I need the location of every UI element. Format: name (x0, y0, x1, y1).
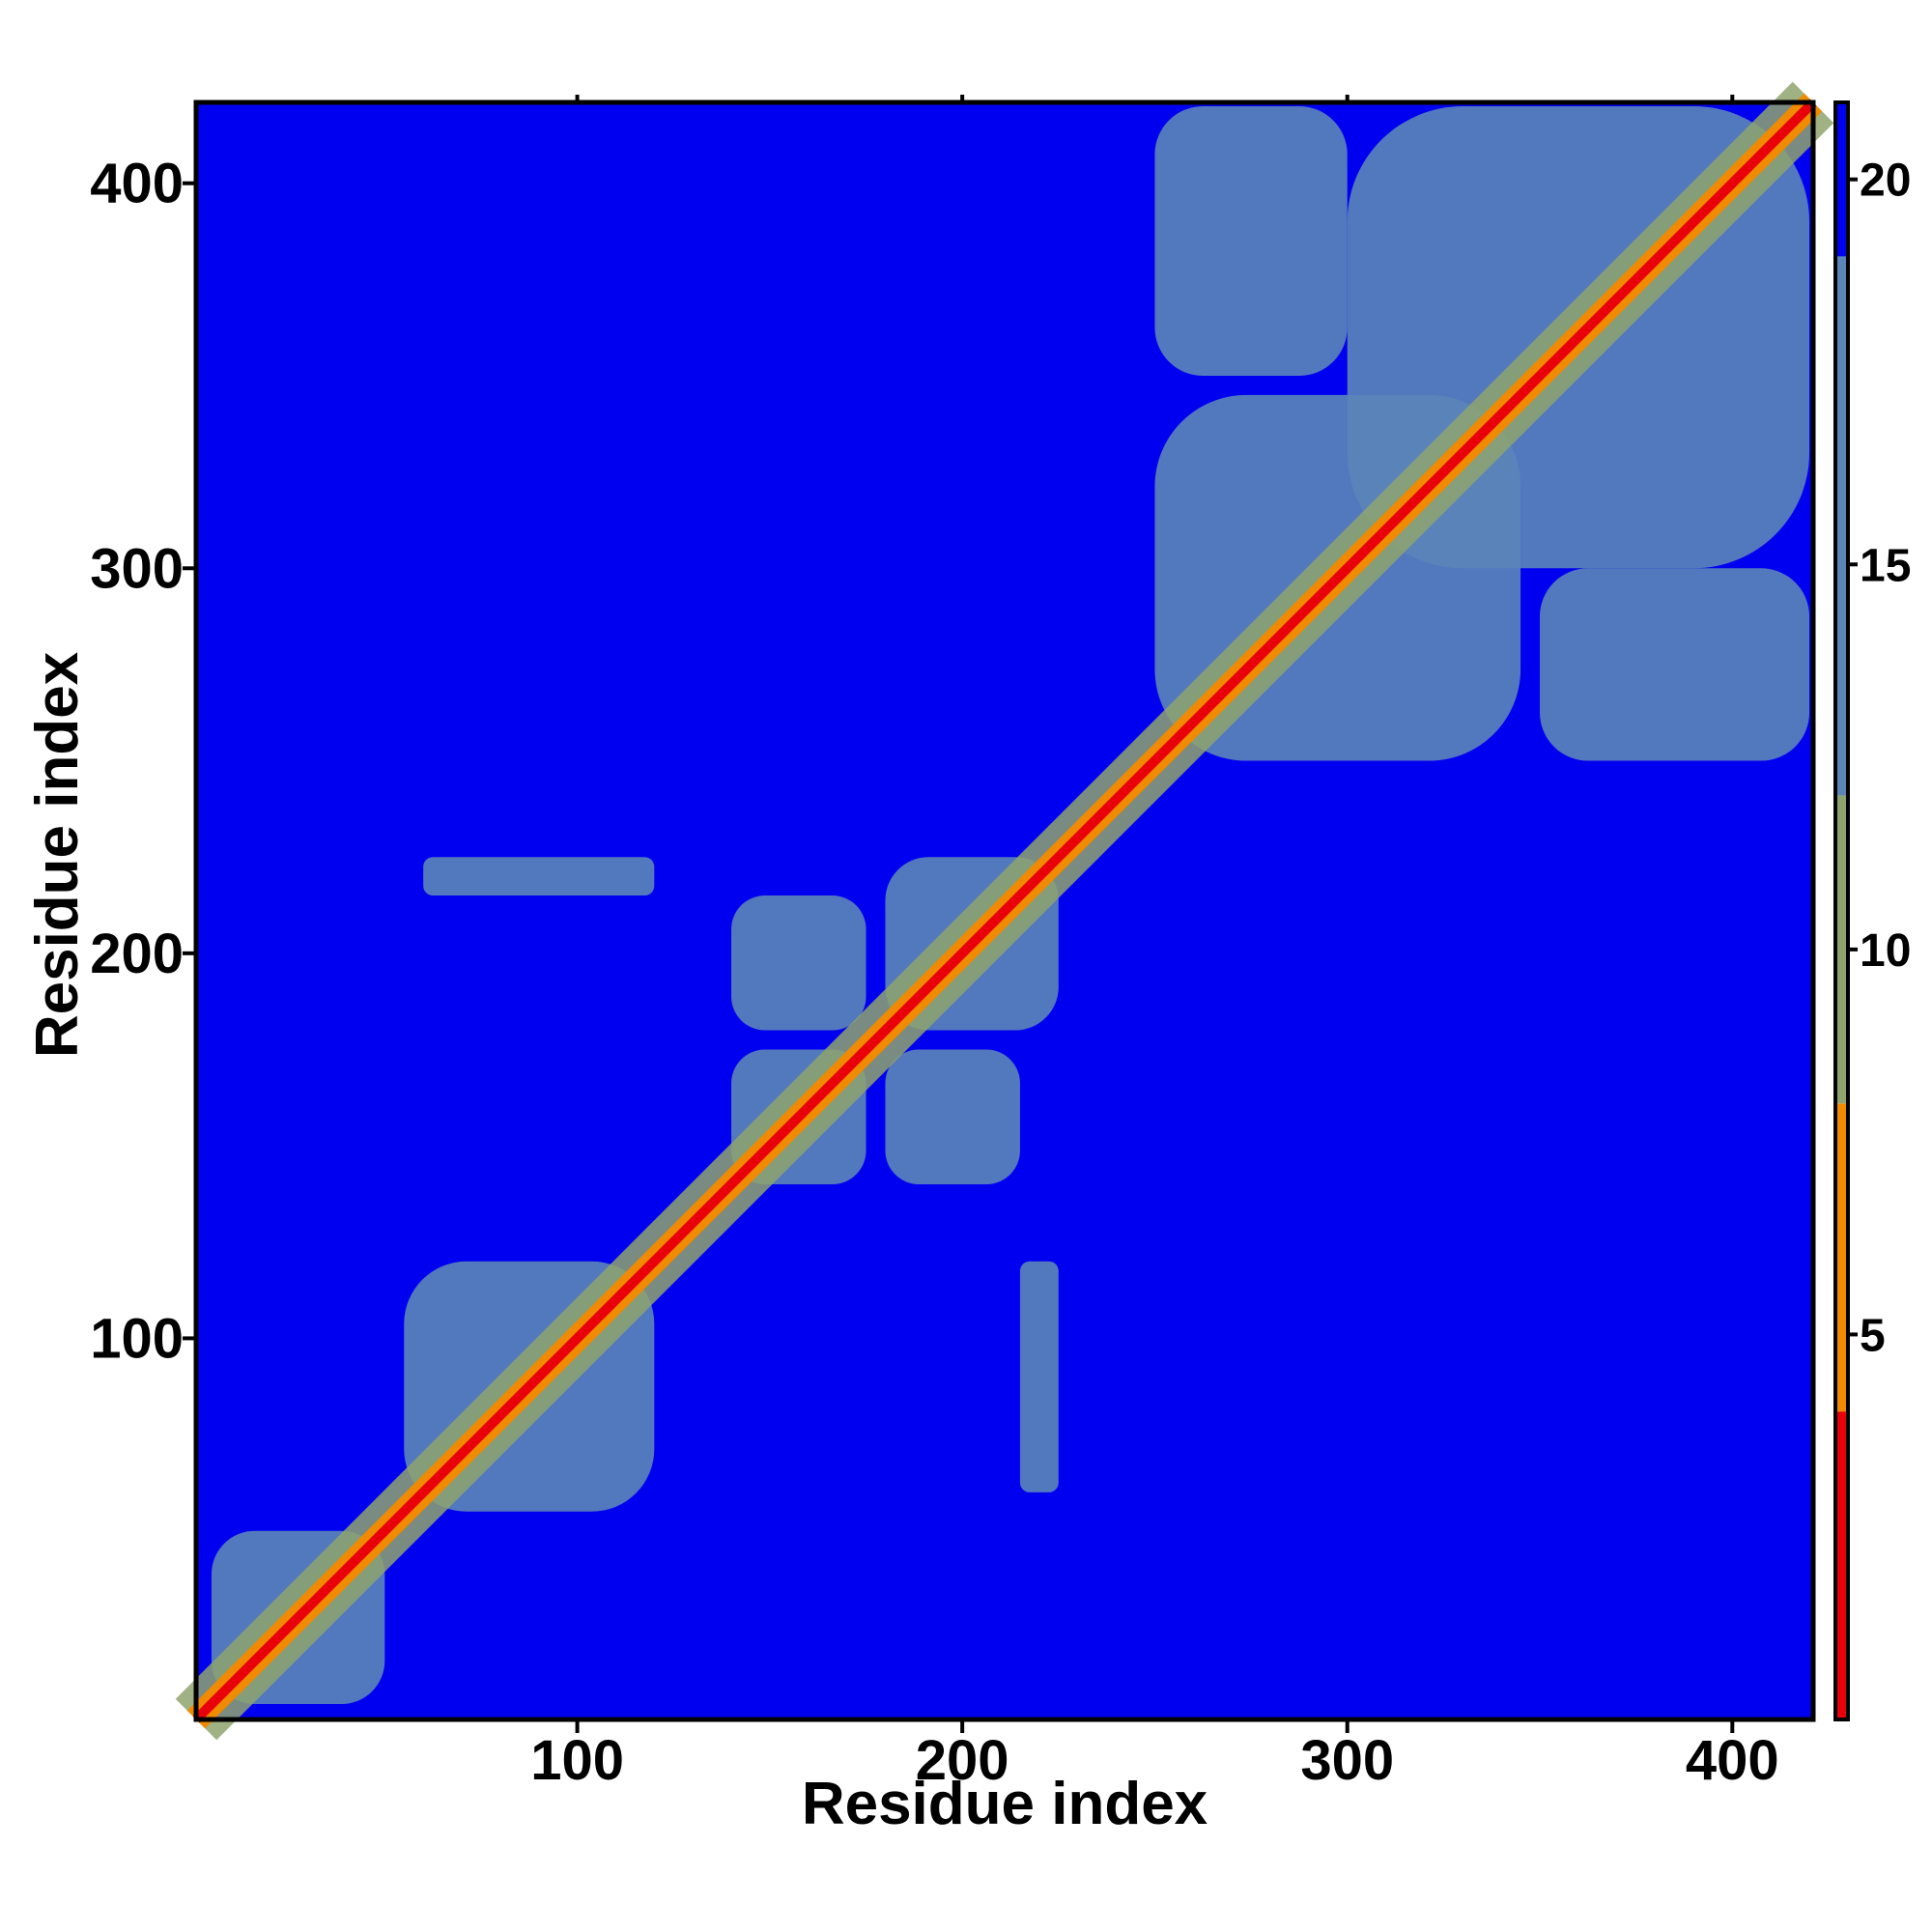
plot-frame (193, 99, 1816, 1722)
contact-region (1154, 105, 1348, 376)
x-tick-label: 300 (1300, 1729, 1394, 1792)
colorbar-segment (1835, 256, 1848, 796)
colorbar-tick-label: 15 (1860, 540, 1911, 591)
x-axis-title: Residue index (802, 1771, 1208, 1837)
colorbar-segment (1835, 1411, 1848, 1719)
y-axis-title: Residue index (24, 651, 91, 1058)
colorbar-segment (1835, 795, 1848, 1104)
contact-region (885, 1049, 1020, 1184)
x-axis: 100 200 300 400 (530, 95, 1779, 1792)
contact-region (1540, 568, 1810, 761)
colorbar-tick-label: 20 (1860, 156, 1911, 207)
colorbar: 5 10 15 20 (1833, 100, 1911, 1721)
contact-region (423, 857, 655, 896)
y-tick-label: 400 (90, 153, 184, 215)
contact-region (731, 895, 867, 1031)
y-tick-label: 100 (90, 1307, 184, 1370)
x-tick-label: 400 (1686, 1729, 1779, 1792)
y-tick-label: 200 (90, 923, 184, 985)
x-tick-label: 100 (530, 1729, 624, 1792)
colorbar-tick-label: 5 (1860, 1310, 1886, 1361)
y-axis: 100 200 300 400 (90, 153, 196, 1370)
x-tick-label: 200 (916, 1729, 1009, 1792)
contact-region (1019, 1261, 1059, 1492)
colorbar-segment (1835, 1103, 1848, 1412)
colorbar-tick-label: 10 (1860, 925, 1911, 977)
heatmap-cells (175, 81, 1834, 1741)
colorbar-frame (1833, 100, 1850, 1721)
diagonal-line (192, 99, 1817, 1723)
colorbar-segment (1835, 102, 1848, 257)
y-tick-label: 300 (90, 537, 184, 600)
